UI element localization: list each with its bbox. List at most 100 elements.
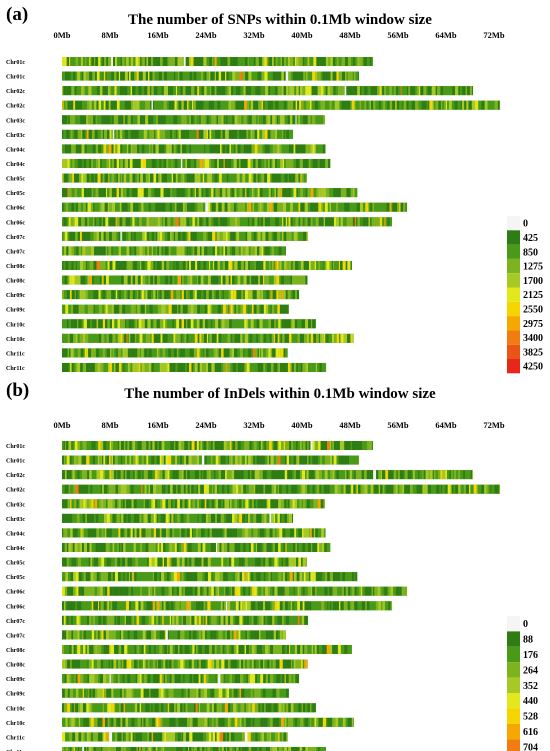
density-window [158, 260, 161, 270]
density-window [208, 115, 212, 125]
density-window [125, 470, 127, 480]
density-window [293, 57, 295, 66]
density-window [162, 57, 165, 66]
density-window [62, 275, 65, 285]
density-window [74, 455, 76, 465]
density-window [297, 333, 300, 343]
density-window [69, 644, 72, 654]
density-window [151, 319, 153, 329]
density-window [252, 260, 255, 270]
density-window [82, 158, 84, 168]
density-window [205, 348, 209, 358]
density-window [381, 601, 383, 611]
density-window [291, 144, 294, 154]
density-window [132, 528, 135, 538]
density-window [355, 455, 359, 465]
density-window [121, 260, 124, 270]
density-window [215, 217, 219, 227]
density-window [107, 348, 111, 358]
density-window [107, 304, 110, 314]
density-window [279, 601, 283, 611]
density-window [157, 86, 159, 96]
density-window [176, 290, 179, 300]
density-window [230, 188, 232, 198]
chromosome-row: Chr07c [6, 231, 309, 241]
density-window [115, 100, 117, 110]
density-window [470, 470, 473, 480]
density-window [370, 217, 372, 227]
density-window [184, 601, 187, 611]
density-window [90, 217, 94, 227]
density-stripes [62, 217, 393, 227]
density-window [266, 528, 270, 538]
density-window [82, 290, 85, 300]
density-window [103, 362, 106, 372]
density-window [223, 513, 226, 523]
density-window [127, 71, 130, 81]
density-window [354, 586, 357, 596]
density-window [195, 188, 199, 198]
density-window [83, 572, 86, 582]
density-window [99, 644, 102, 654]
density-window [367, 86, 371, 96]
density-stripes [62, 644, 352, 654]
x-axis-ticks: 0Mb 8Mb 16Mb 24Mb 32Mb 40Mb 48Mb 56Mb 64Mb 72Mb [54, 30, 505, 40]
density-window [135, 557, 139, 567]
density-window [248, 542, 251, 552]
density-window [91, 158, 94, 168]
density-window [221, 202, 225, 212]
density-window [273, 231, 276, 241]
density-window [159, 470, 163, 480]
density-window [197, 333, 200, 343]
density-window [246, 615, 250, 625]
density-window [216, 615, 219, 625]
density-window [250, 129, 253, 139]
density-window [67, 57, 70, 66]
density-stripes [62, 304, 289, 314]
density-window [123, 275, 126, 285]
density-window [194, 499, 198, 509]
density-window [95, 441, 97, 450]
density-window [187, 304, 191, 314]
density-window [237, 129, 240, 139]
density-window [302, 484, 305, 494]
density-window [354, 188, 358, 198]
density-window [210, 319, 213, 329]
density-window [275, 348, 279, 358]
density-window [208, 231, 211, 241]
density-window [353, 188, 355, 198]
density-window [171, 86, 174, 96]
chromosome-row: Chr07c [6, 630, 286, 640]
density-window [242, 513, 245, 523]
density-window [198, 144, 202, 154]
density-window [213, 528, 216, 538]
density-window [195, 260, 198, 270]
density-window [94, 484, 98, 494]
density-window [202, 572, 205, 582]
density-window [323, 217, 326, 227]
density-window [382, 601, 384, 611]
density-window [147, 470, 150, 480]
density-window [90, 333, 94, 343]
density-window [190, 158, 193, 168]
density-window [306, 601, 309, 611]
density-window [304, 202, 308, 212]
density-window [71, 499, 75, 509]
density-window [83, 260, 86, 270]
density-window [293, 100, 296, 110]
density-window [178, 246, 182, 256]
density-window [107, 572, 112, 582]
density-window [137, 217, 139, 227]
density-window [163, 601, 166, 611]
density-window [276, 158, 281, 168]
density-window [168, 513, 170, 523]
density-window [139, 144, 142, 154]
density-window [180, 217, 184, 227]
density-window [375, 484, 379, 494]
density-window [165, 260, 167, 270]
density-window [259, 455, 263, 465]
density-window [249, 100, 251, 110]
density-window [174, 86, 176, 96]
density-window [219, 86, 222, 96]
density-window [291, 528, 293, 538]
